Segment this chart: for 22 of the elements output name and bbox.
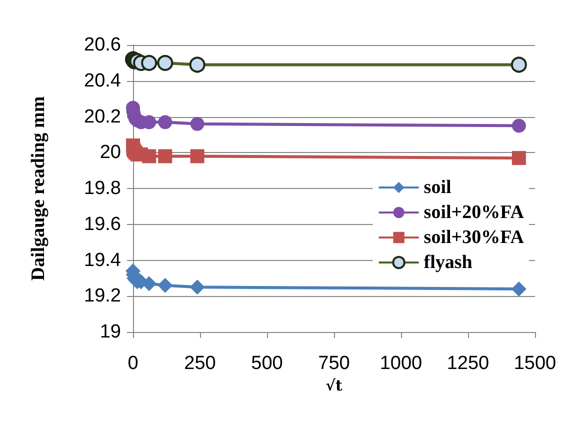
x-tick-label: 250 [184, 353, 216, 374]
y-tick-label: 20.4 [84, 70, 122, 92]
y-tick-label: 19 [100, 322, 121, 342]
x-tick-label: 750 [318, 353, 350, 374]
legend-label: soil+20%FA [424, 202, 524, 223]
y-tick-label: 20 [100, 142, 121, 164]
y-tick-label: 20.6 [84, 34, 121, 56]
y-axis-title: Dailgauge reading mm [28, 96, 49, 281]
x-tick-label: 1000 [380, 353, 422, 374]
y-tick-label: 19.8 [84, 178, 121, 199]
y-tick-label: 19.4 [84, 250, 122, 271]
x-tick-label: 0 [128, 353, 138, 374]
y-tick-label: 20.2 [84, 106, 121, 128]
x-tick-label: 500 [251, 353, 283, 374]
y-tick-label: 19.6 [84, 214, 121, 235]
legend-label: soil [424, 177, 452, 198]
x-tick-label: 1500 [514, 353, 556, 374]
legend-label: flyash [424, 252, 473, 273]
legend-label: soil+30%FA [424, 227, 524, 248]
y-tick-label: 19.2 [84, 286, 121, 307]
x-tick-label: 1250 [446, 353, 490, 374]
x-axis-title: √t [326, 376, 342, 394]
